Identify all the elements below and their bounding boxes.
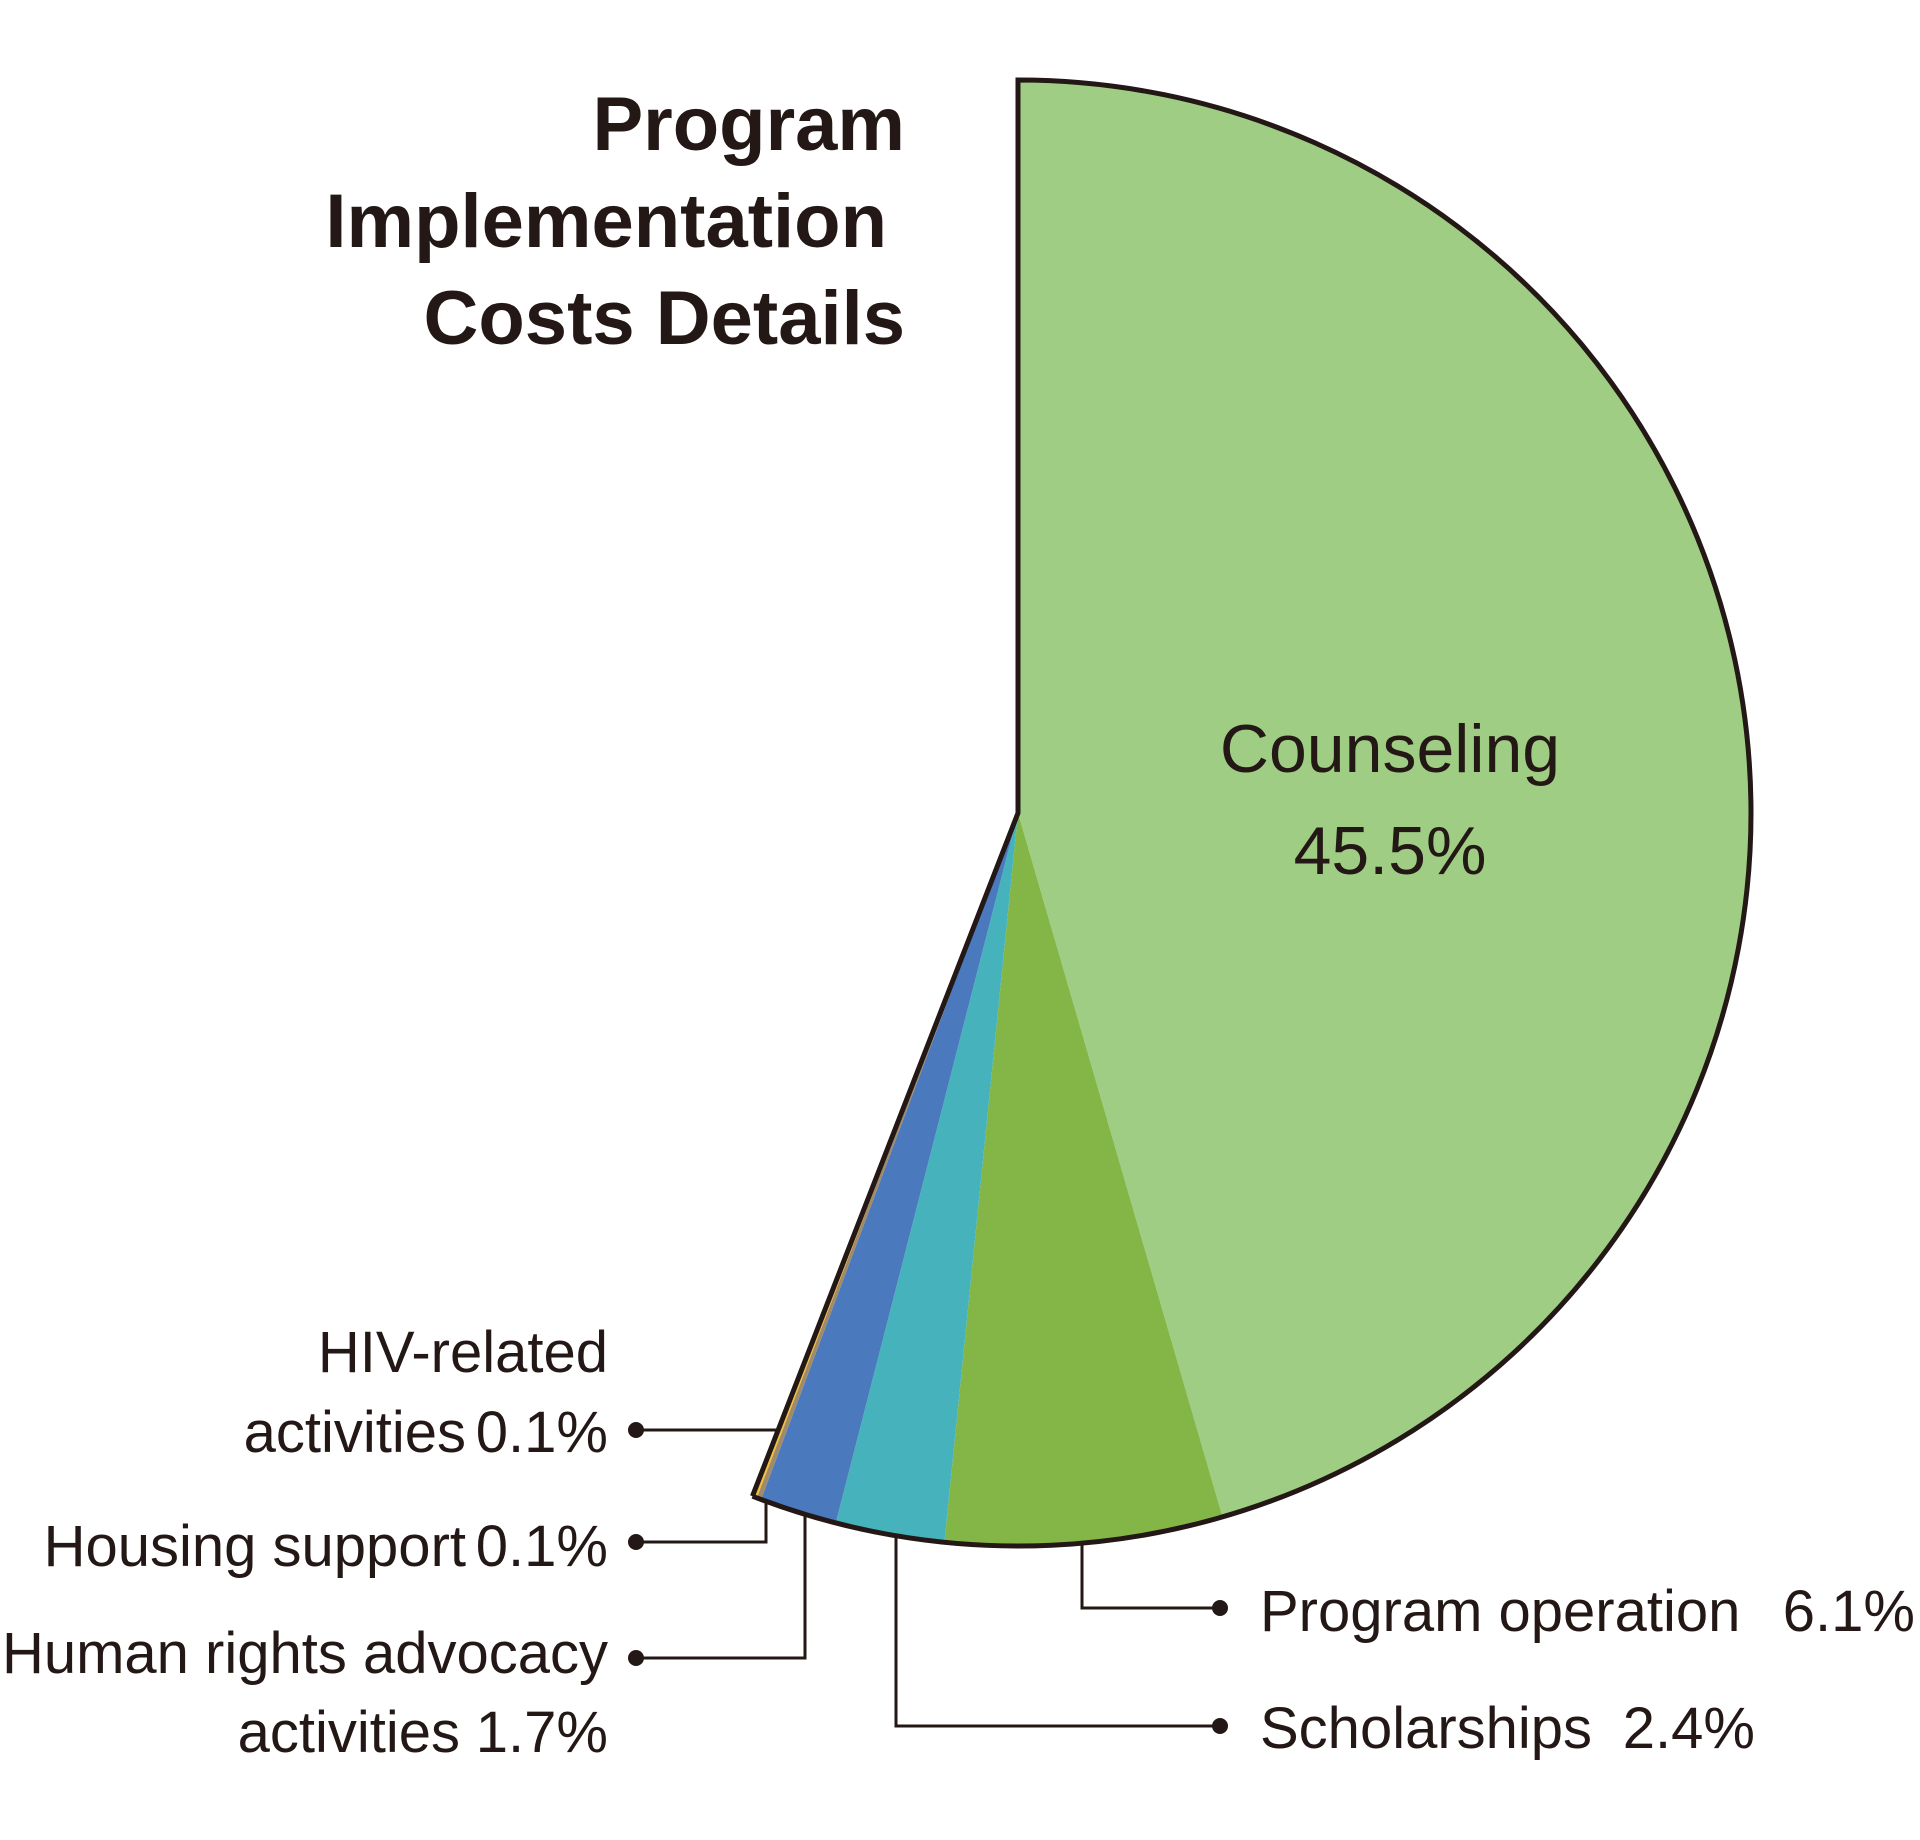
title-line-3: Costs Details	[424, 276, 906, 361]
program-operation-label: Program operation	[1260, 1579, 1740, 1644]
leader-dot-program-operation	[1212, 1600, 1228, 1616]
leader-dot-scholarships	[1212, 1718, 1228, 1734]
program-operation-value: 6.1%	[1783, 1579, 1915, 1644]
pie-slice-program-operation	[944, 813, 1223, 1547]
scholarships-label: Scholarships	[1260, 1696, 1592, 1761]
pie-slice-scholarships	[835, 813, 1018, 1543]
leader-dot-human-rights	[628, 1650, 644, 1666]
leader-dot-housing	[628, 1534, 644, 1550]
hiv-label-line-2: activities	[244, 1400, 466, 1465]
housing-label: Housing support	[44, 1514, 466, 1579]
hiv-value: 0.1%	[476, 1400, 608, 1465]
leader-dots	[628, 1422, 1228, 1734]
leader-dot-hiv	[628, 1422, 644, 1438]
hiv-label-line-1: HIV-related	[318, 1320, 608, 1385]
pie-outline	[750, 77, 1754, 1549]
housing-value: 0.1%	[476, 1514, 608, 1579]
pie-slice-counseling	[1018, 80, 1752, 1517]
leader-lines	[636, 1428, 1220, 1728]
title-line-2: Implementation	[325, 179, 887, 264]
leader-line-human-rights	[636, 1516, 807, 1660]
human-rights-label-line-1: Human rights advocacy	[2, 1621, 608, 1686]
chart-title: Program Implementation Costs Details	[325, 82, 905, 361]
counseling-value: 45.5%	[1294, 813, 1487, 889]
leader-line-housing	[636, 1500, 768, 1544]
leader-line-scholarships	[894, 1538, 1220, 1728]
human-rights-value: 1.7%	[476, 1700, 608, 1765]
counseling-label: Counseling	[1220, 711, 1560, 787]
title-line-1: Program	[592, 82, 905, 167]
leader-line-program-operation	[1080, 1542, 1220, 1610]
pie-slice-human-rights	[761, 813, 1018, 1523]
scholarships-value: 2.4%	[1623, 1696, 1755, 1761]
human-rights-label-line-2: activities	[238, 1700, 460, 1765]
